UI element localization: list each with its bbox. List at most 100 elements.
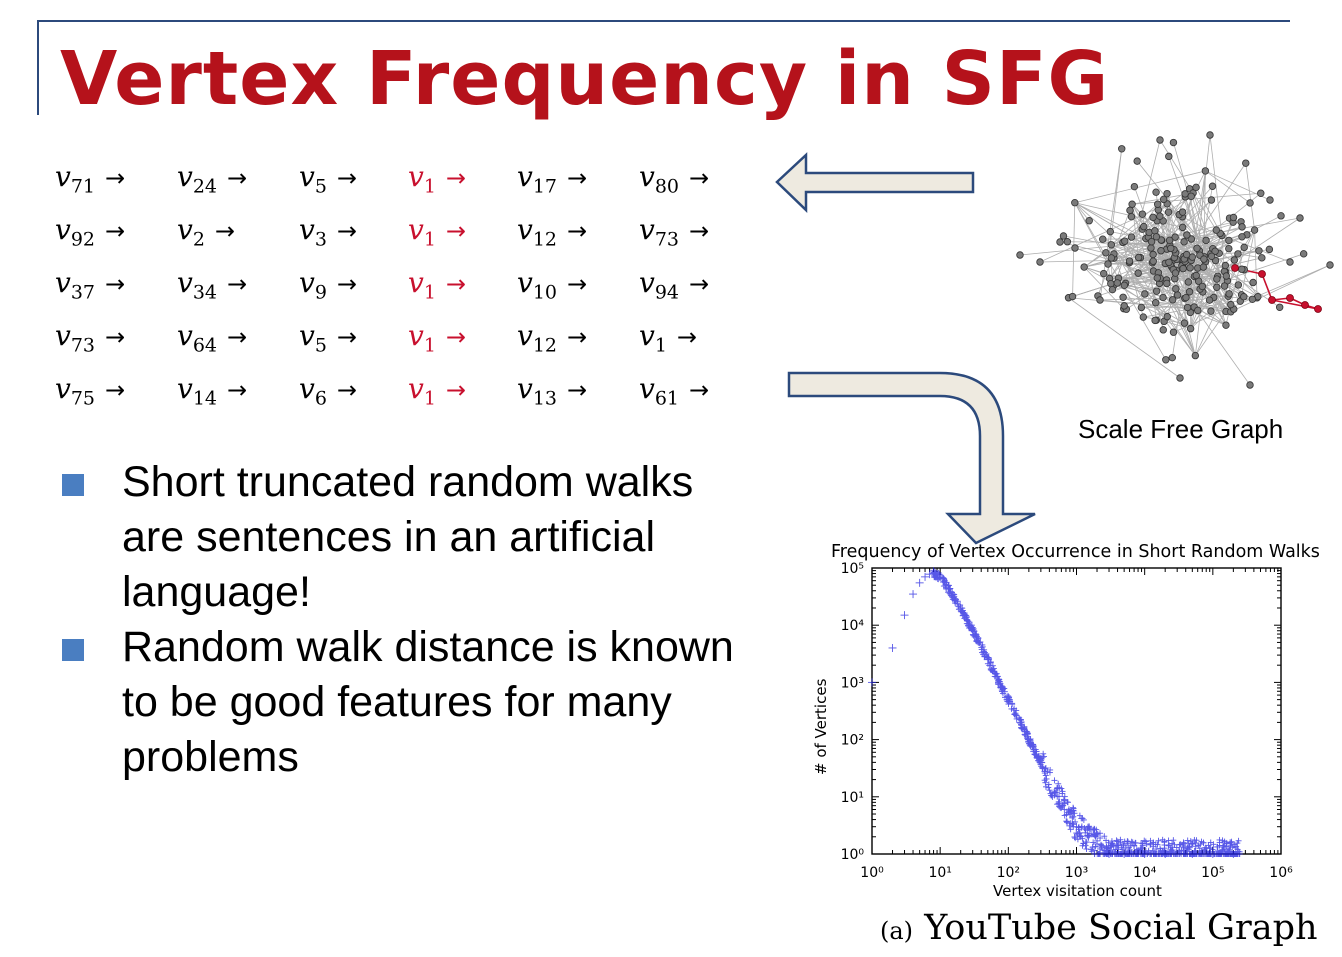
scatter-point xyxy=(1205,851,1212,857)
scatter-point xyxy=(1115,841,1122,848)
scatter-point xyxy=(935,576,942,583)
scatter-point xyxy=(1041,770,1048,777)
scatter-point xyxy=(1169,840,1176,847)
right-arrow-icon: → xyxy=(445,323,467,351)
scatter-point xyxy=(1209,846,1216,853)
scatter-point xyxy=(933,572,940,579)
scatter-point xyxy=(1215,850,1222,857)
scatter-point xyxy=(1191,850,1198,857)
data-point xyxy=(921,572,930,581)
scatter-point xyxy=(1227,842,1234,849)
scatter-point xyxy=(957,607,964,614)
right-arrow-icon: → xyxy=(105,217,126,245)
scatter-point xyxy=(1108,851,1115,857)
scatter-point xyxy=(1114,842,1121,849)
scatter-point xyxy=(1083,846,1090,853)
slide-frame-top xyxy=(38,20,1290,22)
scatter-point xyxy=(1127,842,1134,849)
walk-vertex-token: v24 → xyxy=(177,160,248,198)
right-arrow-icon: → xyxy=(214,217,236,245)
scatter-point xyxy=(1048,792,1055,799)
scatter-point xyxy=(1107,849,1114,856)
scatter-point xyxy=(1089,844,1096,851)
scatter-point xyxy=(936,571,943,578)
scatter-point xyxy=(1070,807,1077,814)
scatter-point xyxy=(1192,847,1199,854)
right-arrow-icon: → xyxy=(336,376,358,404)
scatter-point xyxy=(1075,824,1082,831)
scatter-point xyxy=(1054,793,1061,800)
bullet-list: Short truncated random walks are sentenc… xyxy=(60,455,760,785)
scatter-point xyxy=(1039,765,1046,772)
scatter-point xyxy=(1092,843,1099,850)
scatter-point xyxy=(1186,844,1193,851)
scatter-point xyxy=(1083,839,1090,846)
scatter-point xyxy=(979,641,986,648)
scatter-point xyxy=(1043,783,1050,790)
scatter-point xyxy=(1157,845,1164,852)
curved-down-arrow-icon xyxy=(787,371,1036,545)
scatter-point xyxy=(1064,819,1071,826)
scatter-point xyxy=(1046,769,1053,776)
left-arrow-icon xyxy=(775,152,975,213)
scatter-point xyxy=(994,680,1001,687)
y-tick-label: 10⁴ xyxy=(841,618,865,634)
scatter-point xyxy=(1006,697,1013,704)
scatter-point xyxy=(1197,841,1204,848)
scatter-point xyxy=(1042,779,1049,786)
right-arrow-icon: → xyxy=(105,323,126,351)
scatter-point xyxy=(955,603,962,610)
bullet-square-icon xyxy=(62,639,84,661)
right-arrow-icon: → xyxy=(336,217,358,245)
scatter-point xyxy=(1186,851,1193,857)
scatter-point xyxy=(969,624,976,631)
scatter-point xyxy=(1001,688,1008,695)
scatter-point xyxy=(1070,804,1077,811)
right-arrow-icon: → xyxy=(336,164,358,192)
data-point xyxy=(915,578,924,587)
scatter-point xyxy=(1184,837,1191,844)
walk-vertex-token: v3 → xyxy=(299,213,358,251)
scatter-point xyxy=(1072,818,1079,825)
data-point xyxy=(900,611,909,620)
walk-vertex-token: v94 → xyxy=(639,266,710,304)
scatter-point xyxy=(984,654,991,661)
scatter-point xyxy=(1096,845,1103,852)
scatter-point xyxy=(1214,843,1221,850)
walk-vertex-token: v9 → xyxy=(299,266,358,304)
right-arrow-icon: → xyxy=(105,376,126,404)
scatter-point xyxy=(1126,851,1133,857)
scatter-point xyxy=(948,593,955,600)
scatter-point xyxy=(1119,846,1126,853)
scatter-point xyxy=(1121,838,1128,845)
scatter-point xyxy=(1133,848,1140,855)
y-tick-label: 10² xyxy=(841,733,864,749)
y-tick-label: 10³ xyxy=(841,675,864,691)
scatter-point xyxy=(1092,832,1099,839)
scatter-point xyxy=(1082,829,1089,836)
scatter-point xyxy=(947,588,954,595)
bullet-text: Random walk distance is known to be good… xyxy=(122,623,734,781)
scatter-point xyxy=(1069,814,1076,821)
scatter-point xyxy=(1080,816,1087,823)
scatter-point xyxy=(1032,748,1039,755)
x-tick-label: 10⁴ xyxy=(1133,865,1157,881)
scatter-point xyxy=(1094,830,1101,837)
scatter-point xyxy=(1051,777,1058,784)
scatter-point xyxy=(1072,835,1079,842)
scatter-point xyxy=(1107,842,1114,849)
scatter-point xyxy=(964,617,971,624)
x-tick-label: 10⁶ xyxy=(1269,865,1293,881)
scatter-point xyxy=(1155,837,1162,844)
subcaption-label: (a) xyxy=(880,917,914,945)
scatter-point xyxy=(945,589,952,596)
scatter-point xyxy=(1176,841,1183,848)
right-arrow-icon: → xyxy=(445,164,467,192)
bullet-item: Random walk distance is known to be good… xyxy=(60,620,760,785)
scatter-point xyxy=(1070,813,1077,820)
walk-vertex-token: v34 → xyxy=(177,266,248,304)
scatter-point xyxy=(1180,851,1187,857)
walk-vertex-token: v1 → xyxy=(408,266,467,304)
scatter-point xyxy=(1136,847,1143,854)
scatter-point xyxy=(1103,837,1110,844)
